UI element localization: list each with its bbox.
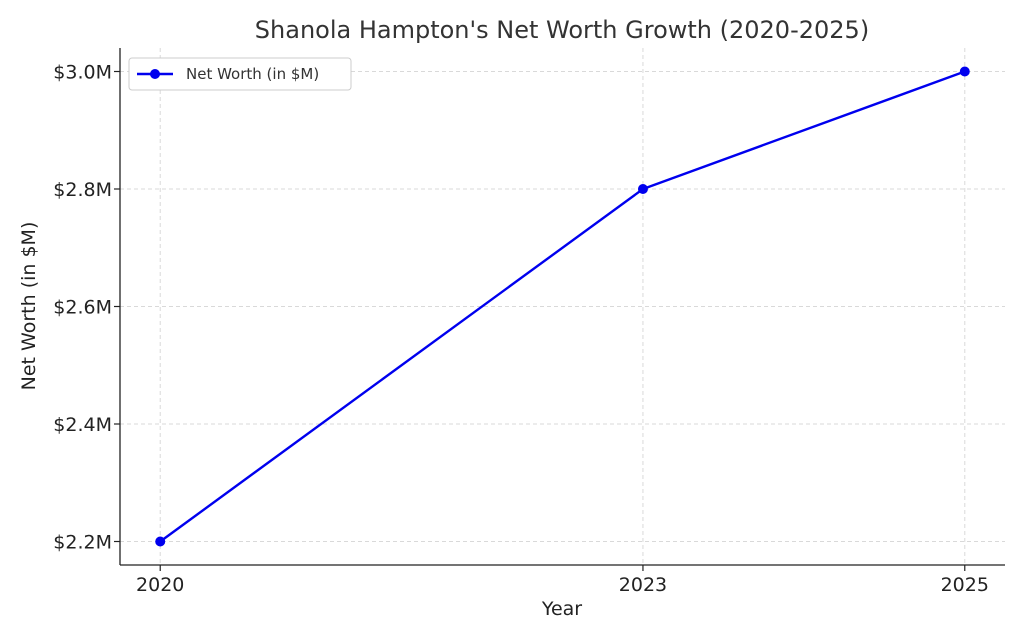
legend-marker-swatch [150,69,160,79]
x-tick-label: 2020 [136,574,184,596]
legend: Net Worth (in $M) [128,57,352,91]
y-tick-label: $2.4M [53,414,112,436]
series-group [155,66,970,547]
legend-label: Net Worth (in $M) [186,65,319,83]
data-point [637,184,648,194]
y-axis-ticks: $2.2M $2.4M $2.6M $2.8M $3.0M [53,62,120,554]
y-tick-label: $2.6M [53,297,112,319]
chart-title: Shanola Hampton's Net Worth Growth (2020… [255,16,869,44]
x-tick-label: 2023 [619,574,667,596]
gridlines [120,48,1005,565]
data-point [155,536,166,547]
x-tick-label: 2025 [941,574,989,596]
legend-box [128,57,352,91]
y-axis-label: Net Worth (in $M) [18,222,40,391]
x-axis-label: Year [541,598,582,620]
y-tick-label: $2.2M [53,532,112,554]
x-axis-ticks: 2020 2023 2025 [136,565,989,596]
y-tick-label: $3.0M [53,62,112,84]
data-point [959,66,970,77]
y-tick-label: $2.8M [53,179,112,201]
